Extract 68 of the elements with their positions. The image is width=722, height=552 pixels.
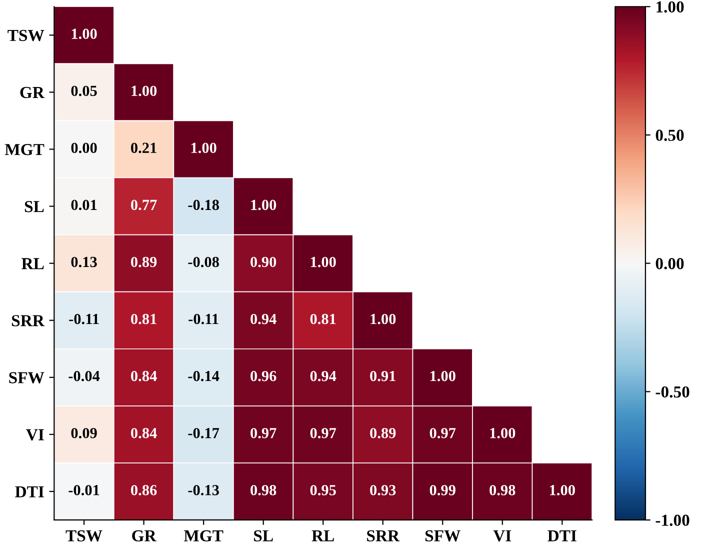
data-label: 0.95 xyxy=(310,484,336,496)
data-label: 1.00 xyxy=(310,256,336,268)
data-label: -0.08 xyxy=(188,256,219,268)
color-bar-label: -0.50 xyxy=(656,386,690,398)
data-label: 0.81 xyxy=(310,314,336,324)
data-label: 0.13 xyxy=(71,256,97,268)
data-label: -0.17 xyxy=(188,428,220,438)
data-label: 0.00 xyxy=(71,142,97,154)
data-label: 0.94 xyxy=(310,370,336,382)
x-tick-label: SRR xyxy=(367,530,400,542)
data-label: 1.00 xyxy=(490,428,516,438)
data-label: 0.86 xyxy=(131,484,157,496)
x-tick-label: MGT xyxy=(184,530,224,542)
data-label: 0.97 xyxy=(430,428,456,438)
data-label: 1.00 xyxy=(72,28,97,40)
x-tick-label: GR xyxy=(132,530,156,542)
data-label: -0.13 xyxy=(188,484,219,496)
data-label: 0.98 xyxy=(250,484,276,496)
data-label: 0.97 xyxy=(310,428,336,438)
data-label: 0.84 xyxy=(131,428,157,438)
data-label: 0.01 xyxy=(71,200,97,210)
y-tick-label: RL xyxy=(22,258,44,270)
data-label: 1.00 xyxy=(132,86,157,96)
color-bar-label: 1.00 xyxy=(656,1,684,13)
data-label: 0.81 xyxy=(131,314,156,324)
data-label: 0.84 xyxy=(131,370,157,382)
x-tick-label: SFW xyxy=(425,530,460,542)
data-label: -0.14 xyxy=(188,370,220,382)
data-label: 0.05 xyxy=(71,86,97,96)
x-tick-label: TSW xyxy=(66,530,102,542)
data-label: -0.11 xyxy=(69,314,99,324)
data-label: 1.00 xyxy=(430,370,456,382)
color-bar-label: -1.00 xyxy=(656,514,690,526)
y-tick-label: TSW xyxy=(8,30,44,42)
data-label: 0.94 xyxy=(250,314,276,324)
data-label: 0.99 xyxy=(430,484,456,496)
y-tick-label: GR xyxy=(20,86,45,98)
y-tick-label: MGT xyxy=(4,144,44,156)
color-bar-label: 0.50 xyxy=(656,130,684,141)
data-label: 0.89 xyxy=(370,428,396,438)
data-label: 0.90 xyxy=(250,256,276,268)
data-label: 0.98 xyxy=(490,484,516,496)
x-tick-label: DTI xyxy=(548,530,576,542)
data-label: 1.00 xyxy=(550,484,575,496)
data-label: 1.00 xyxy=(191,142,216,154)
x-tick-label: SL xyxy=(254,530,273,542)
data-label: 0.93 xyxy=(370,484,396,496)
x-tick-label: VI xyxy=(493,530,512,542)
y-tick-label: VI xyxy=(26,429,44,440)
data-label: -0.18 xyxy=(188,200,219,210)
data-label: 0.89 xyxy=(131,256,157,268)
data-label: -0.01 xyxy=(68,484,100,496)
color-bar-label: 0.00 xyxy=(656,258,684,270)
data-label: 0.96 xyxy=(250,370,276,382)
y-tick-label: SL xyxy=(24,201,44,212)
data-label: -0.11 xyxy=(188,314,218,324)
data-label: 0.09 xyxy=(71,428,97,438)
data-label: -0.04 xyxy=(68,370,100,382)
data-label: 0.91 xyxy=(370,370,396,382)
data-label: 0.97 xyxy=(250,428,276,438)
data-label: 1.00 xyxy=(251,200,276,210)
data-label: 1.00 xyxy=(370,314,396,324)
x-tick-label: RL xyxy=(312,530,334,542)
y-tick-label: SFW xyxy=(9,372,44,384)
data-label: 0.21 xyxy=(131,142,156,154)
data-label: 0.77 xyxy=(131,200,157,210)
y-tick-label: SRR xyxy=(12,315,45,326)
y-tick-label: DTI xyxy=(15,486,44,498)
